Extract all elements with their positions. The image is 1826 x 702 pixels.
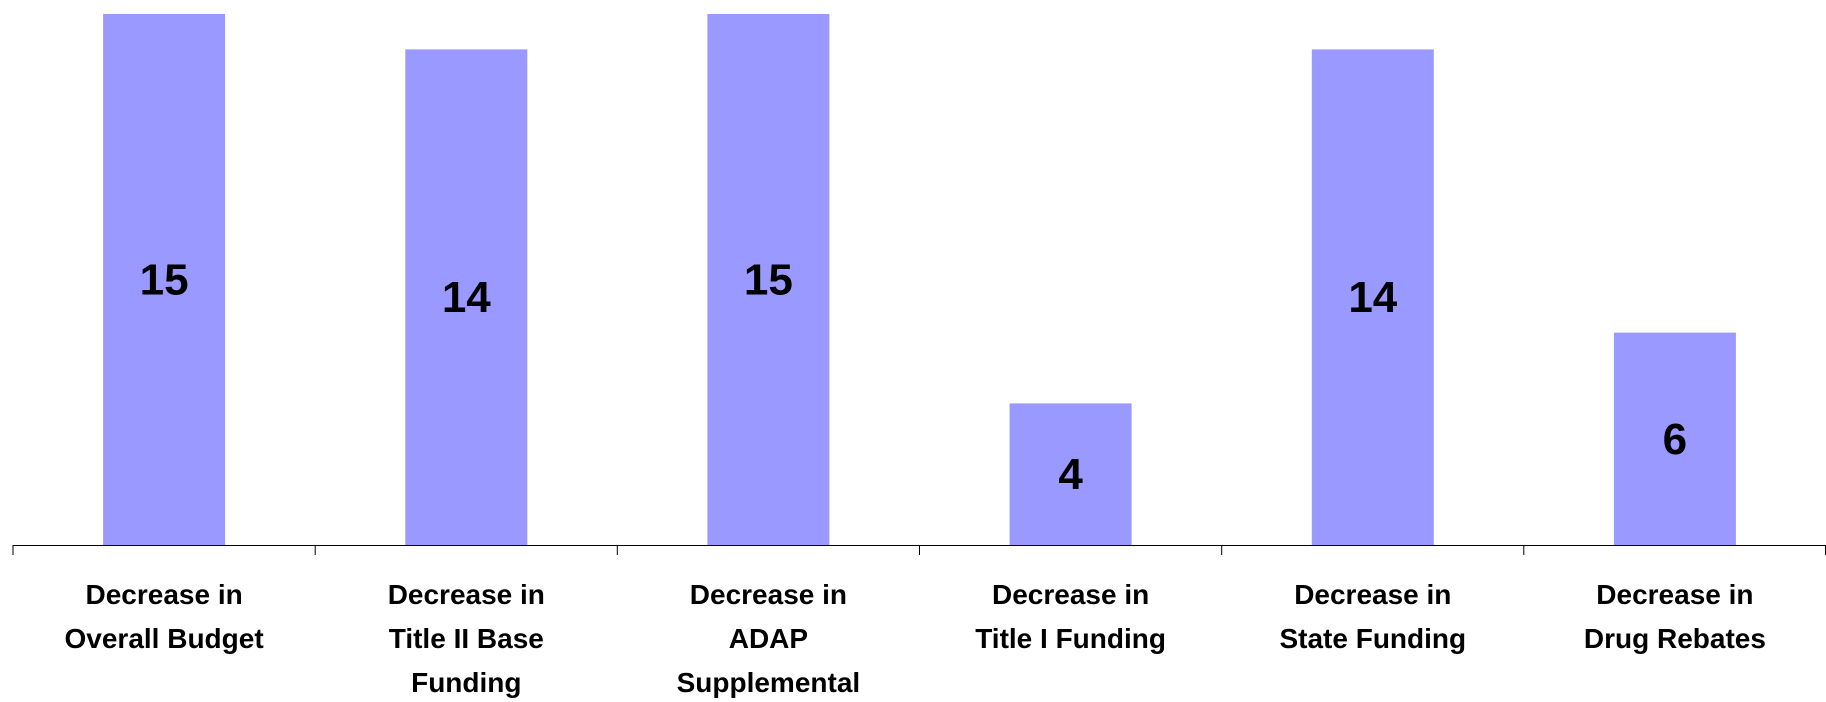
x-tick-label-4: Decrease in Title I Funding: [975, 579, 1166, 654]
bar-6: [1613, 332, 1736, 545]
bar-1: [103, 14, 226, 545]
x-tick-label-line: Funding: [411, 667, 521, 698]
x-tick-label-line: ADAP: [729, 623, 808, 654]
bar-5: [1311, 49, 1434, 546]
bar-value-label-3: 15: [744, 256, 793, 305]
x-tick-label-line: Overall Budget: [65, 623, 264, 654]
bar-value-label-2: 14: [442, 273, 491, 322]
x-tick-label-line: Drug Rebates: [1584, 623, 1766, 654]
x-tick-label-line: Decrease in: [85, 579, 242, 610]
x-axis: [12, 545, 1826, 555]
x-tick-label-line: Title I Funding: [975, 623, 1166, 654]
bar-value-label-4: 4: [1058, 450, 1083, 499]
x-tick-label-3: Decrease in ADAP Supplemental: [677, 579, 861, 698]
x-tick-label-line: Supplemental: [677, 667, 861, 698]
x-tick-labels-group: Decrease in Overall Budget Decrease in Titl…: [65, 579, 1766, 698]
x-tick-label-line: Decrease in: [1596, 579, 1753, 610]
x-tick-label-2: Decrease in Title II Base Funding: [388, 579, 545, 698]
bar-value-label-6: 6: [1663, 415, 1687, 464]
value-labels-group: 15 14 15 4 14 6: [140, 256, 1688, 500]
x-tick-label-1: Decrease in Overall Budget: [65, 579, 264, 654]
x-tick-label-line: Decrease in: [690, 579, 847, 610]
x-tick-label-line: Decrease in: [1294, 579, 1451, 610]
bars-group: [103, 14, 1736, 546]
x-tick-label-5: Decrease in State Funding: [1279, 579, 1466, 654]
x-tick-label-line: Decrease in: [388, 579, 545, 610]
x-tick-label-line: Title II Base: [389, 623, 544, 654]
x-tick-label-line: Decrease in: [992, 579, 1149, 610]
bar-value-label-1: 15: [140, 256, 189, 305]
bar-4: [1009, 403, 1132, 545]
x-tick-label-6: Decrease in Drug Rebates: [1584, 579, 1766, 654]
x-tick-label-line: State Funding: [1279, 623, 1466, 654]
bar-3: [707, 14, 830, 545]
bar-2: [405, 49, 528, 546]
bar-value-label-5: 14: [1348, 273, 1397, 322]
